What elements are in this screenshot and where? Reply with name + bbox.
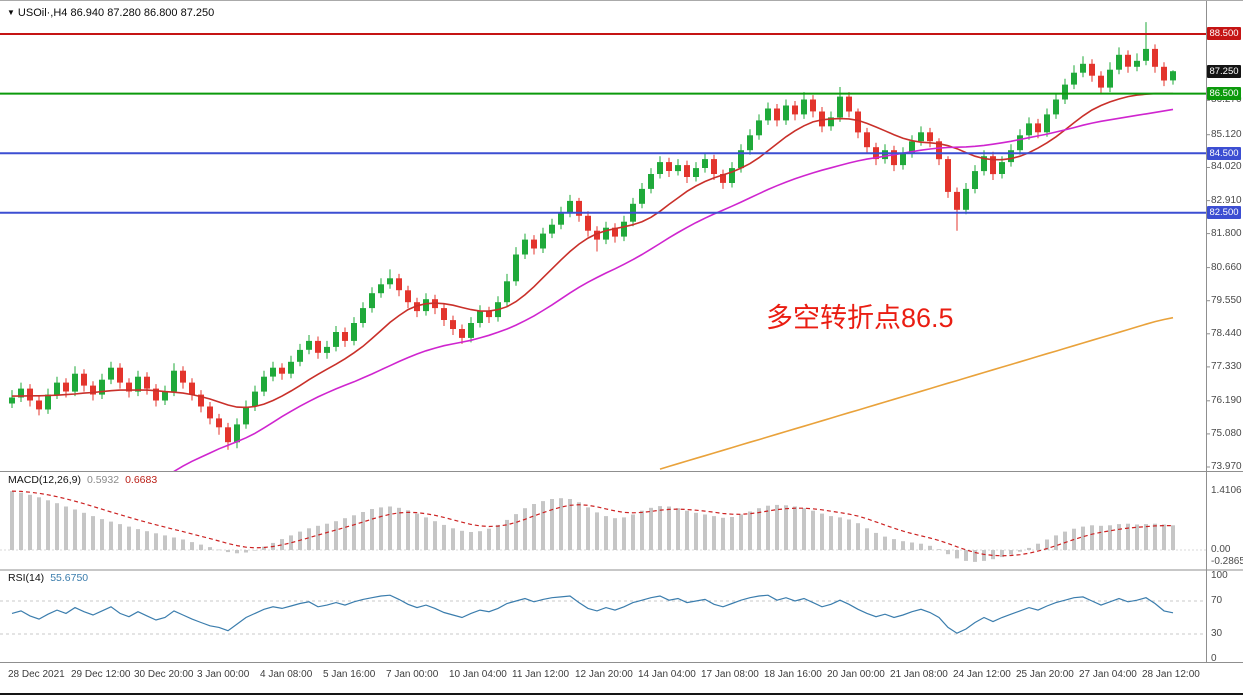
price-badge: 87.250 (1207, 64, 1241, 78)
price-tick-label: 80.660 (1211, 261, 1242, 273)
price-tick-label: 81.800 (1211, 227, 1242, 239)
macd-tick-label: -0.2865 (1211, 555, 1243, 567)
price-tick-label: 84.020 (1211, 161, 1242, 173)
ma-line-mid (173, 108, 1174, 471)
time-tick-label: 17 Jan 08:00 (701, 669, 759, 680)
symbol-marker-icon: ▼ (7, 8, 15, 17)
rsi-tick-label: 30 (1211, 628, 1223, 639)
rsi-tick-label: 0 (1211, 652, 1217, 664)
ohlc-label: 86.940 87.280 86.800 87.250 (70, 7, 215, 19)
price-badge: 82.500 (1207, 206, 1241, 220)
price-tick-label: 75.080 (1211, 427, 1242, 439)
rsi-line (11, 594, 1174, 634)
rsi-label: RSI(14) (8, 572, 45, 584)
symbol-period-label: USOil·,H4 (17, 7, 68, 19)
price-tick-label: 77.330 (1211, 360, 1242, 372)
price-tick-label: 73.970 (1211, 460, 1242, 472)
time-tick-label: 30 Dec 20:00 (134, 669, 194, 680)
time-tick-label: 10 Jan 04:00 (449, 669, 507, 680)
annotation-text[interactable]: 多空转折点86.5 (766, 303, 954, 333)
price-badge: 86.500 (1207, 87, 1241, 101)
rsi-tick-label: 100 (1211, 570, 1228, 582)
macd-main-value: 0.5932 (86, 474, 120, 486)
price-tick-label: 85.120 (1211, 128, 1242, 140)
ma-line-fast (12, 92, 1173, 409)
time-tick-label: 12 Jan 20:00 (575, 669, 633, 680)
chart-title: ▼ USOil·,H4 86.940 87.280 86.800 87.250 (7, 7, 214, 19)
time-tick-label: 29 Dec 12:00 (71, 669, 131, 680)
main-panel (9, 22, 1176, 471)
rsi-value: 55.6750 (50, 572, 89, 584)
price-badge: 88.500 (1207, 27, 1241, 41)
time-tick-label: 3 Jan 00:00 (197, 669, 250, 680)
time-tick-label: 4 Jan 08:00 (260, 669, 313, 680)
macd-tick-label: 0.00 (1211, 544, 1231, 555)
time-tick-label: 28 Dec 2021 (8, 669, 65, 680)
macd-signal-value: 0.6683 (125, 474, 158, 486)
time-tick-label: 24 Jan 12:00 (953, 669, 1011, 680)
macd-panel (0, 490, 1206, 562)
rsi-header: RSI(14) 55.6750 (8, 572, 88, 584)
price-tick-label: 76.190 (1211, 394, 1242, 406)
time-tick-label: 7 Jan 00:00 (386, 669, 439, 680)
time-tick-label: 14 Jan 04:00 (638, 669, 696, 680)
time-tick-label: 11 Jan 12:00 (512, 669, 570, 680)
candle-series (9, 22, 1176, 450)
time-tick-label: 20 Jan 00:00 (827, 669, 885, 680)
ma-line-slow (659, 316, 1174, 470)
price-badge: 84.500 (1207, 146, 1241, 160)
time-tick-label: 21 Jan 08:00 (890, 669, 948, 680)
rsi-panel (0, 594, 1206, 635)
time-axis[interactable]: 28 Dec 2021 29 Dec 12:00 30 Dec 20:00 3 Jan… (0, 663, 1243, 693)
macd-histogram (10, 491, 1175, 562)
macd-signal-line (11, 490, 1173, 557)
price-axis[interactable]: 86.27085.12084.02082.91081.80080.66079.5… (1206, 1, 1243, 664)
time-tick-label: 28 Jan 12:00 (1142, 669, 1200, 680)
rsi-tick-label: 70 (1211, 595, 1223, 606)
price-tick-label: 82.910 (1211, 194, 1242, 206)
macd-tick-label: 1.4106 (1211, 485, 1242, 497)
time-tick-label: 25 Jan 20:00 (1016, 669, 1074, 680)
time-tick-label: 5 Jan 16:00 (323, 669, 376, 680)
macd-header: MACD(12,26,9) 0.5932 0.6683 (8, 474, 157, 486)
time-tick-label: 27 Jan 04:00 (1079, 669, 1137, 680)
time-tick-label: 18 Jan 16:00 (764, 669, 822, 680)
macd-label: MACD(12,26,9) (8, 474, 81, 486)
price-tick-label: 79.550 (1211, 294, 1242, 306)
price-tick-label: 78.440 (1211, 327, 1242, 339)
